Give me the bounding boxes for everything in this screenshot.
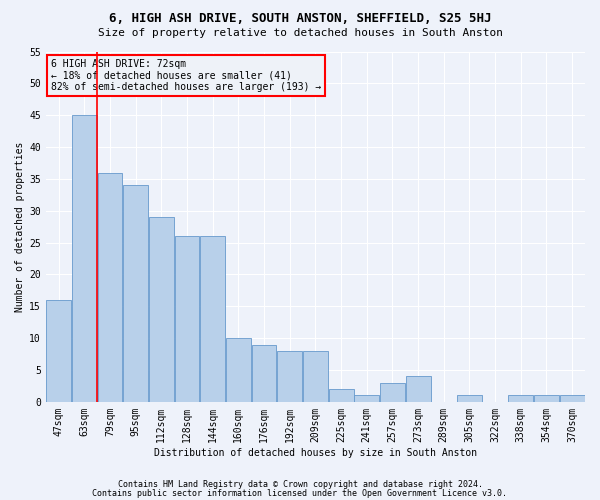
Bar xyxy=(46,300,71,402)
Text: Contains public sector information licensed under the Open Government Licence v3: Contains public sector information licen… xyxy=(92,488,508,498)
Bar xyxy=(508,396,533,402)
Bar xyxy=(175,236,199,402)
Text: Contains HM Land Registry data © Crown copyright and database right 2024.: Contains HM Land Registry data © Crown c… xyxy=(118,480,482,489)
Bar xyxy=(226,338,251,402)
Bar xyxy=(277,351,302,402)
Bar xyxy=(380,382,405,402)
Bar xyxy=(457,396,482,402)
Bar xyxy=(98,172,122,402)
Bar xyxy=(534,396,559,402)
Bar xyxy=(200,236,225,402)
X-axis label: Distribution of detached houses by size in South Anston: Distribution of detached houses by size … xyxy=(154,448,477,458)
Bar xyxy=(329,389,353,402)
Bar xyxy=(149,217,174,402)
Bar xyxy=(303,351,328,402)
Text: 6 HIGH ASH DRIVE: 72sqm
← 18% of detached houses are smaller (41)
82% of semi-de: 6 HIGH ASH DRIVE: 72sqm ← 18% of detache… xyxy=(51,58,322,92)
Text: 6, HIGH ASH DRIVE, SOUTH ANSTON, SHEFFIELD, S25 5HJ: 6, HIGH ASH DRIVE, SOUTH ANSTON, SHEFFIE… xyxy=(109,12,491,26)
Bar xyxy=(72,115,97,402)
Bar xyxy=(123,186,148,402)
Bar xyxy=(251,344,277,402)
Text: Size of property relative to detached houses in South Anston: Size of property relative to detached ho… xyxy=(97,28,503,38)
Bar xyxy=(406,376,431,402)
Y-axis label: Number of detached properties: Number of detached properties xyxy=(15,142,25,312)
Bar xyxy=(560,396,584,402)
Bar xyxy=(354,396,379,402)
